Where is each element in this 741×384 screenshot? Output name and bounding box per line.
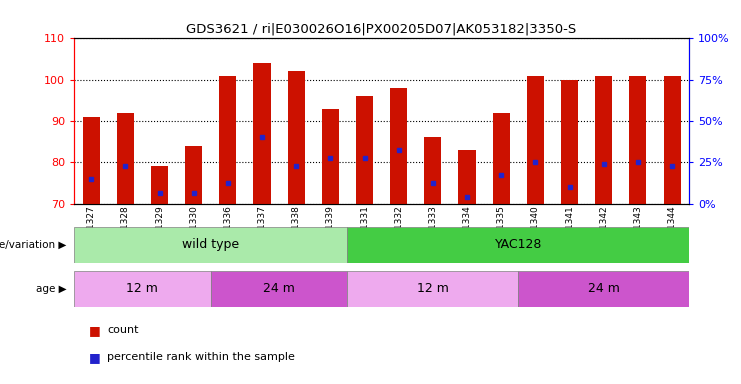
Text: genotype/variation ▶: genotype/variation ▶ <box>0 240 67 250</box>
Bar <box>391 88 408 204</box>
Text: age ▶: age ▶ <box>36 284 67 294</box>
Bar <box>527 76 544 204</box>
Bar <box>74 271 210 307</box>
Text: 24 m: 24 m <box>588 283 619 295</box>
Bar <box>348 271 518 307</box>
Text: 24 m: 24 m <box>263 283 295 295</box>
Bar <box>425 137 442 204</box>
Text: 12 m: 12 m <box>417 283 449 295</box>
Bar <box>356 96 373 204</box>
Bar <box>629 76 646 204</box>
Text: ■: ■ <box>89 351 101 364</box>
Bar <box>322 109 339 204</box>
Bar <box>663 76 680 204</box>
Bar <box>210 271 348 307</box>
Bar <box>459 150 476 204</box>
Bar <box>493 113 510 204</box>
Bar <box>348 227 689 263</box>
Title: GDS3621 / ri|E030026O16|PX00205D07|AK053182|3350-S: GDS3621 / ri|E030026O16|PX00205D07|AK053… <box>187 23 576 36</box>
Bar <box>185 146 202 204</box>
Bar <box>219 76 236 204</box>
Text: ■: ■ <box>89 324 101 337</box>
Bar <box>117 113 134 204</box>
Bar <box>595 76 612 204</box>
Bar <box>253 63 270 204</box>
Text: YAC128: YAC128 <box>494 238 542 251</box>
Bar <box>518 271 689 307</box>
Text: 12 m: 12 m <box>127 283 159 295</box>
Bar <box>74 227 348 263</box>
Bar <box>83 117 100 204</box>
Bar <box>288 71 305 204</box>
Bar <box>151 166 168 204</box>
Text: count: count <box>107 325 139 335</box>
Text: wild type: wild type <box>182 238 239 251</box>
Text: percentile rank within the sample: percentile rank within the sample <box>107 352 296 362</box>
Bar <box>561 79 578 204</box>
